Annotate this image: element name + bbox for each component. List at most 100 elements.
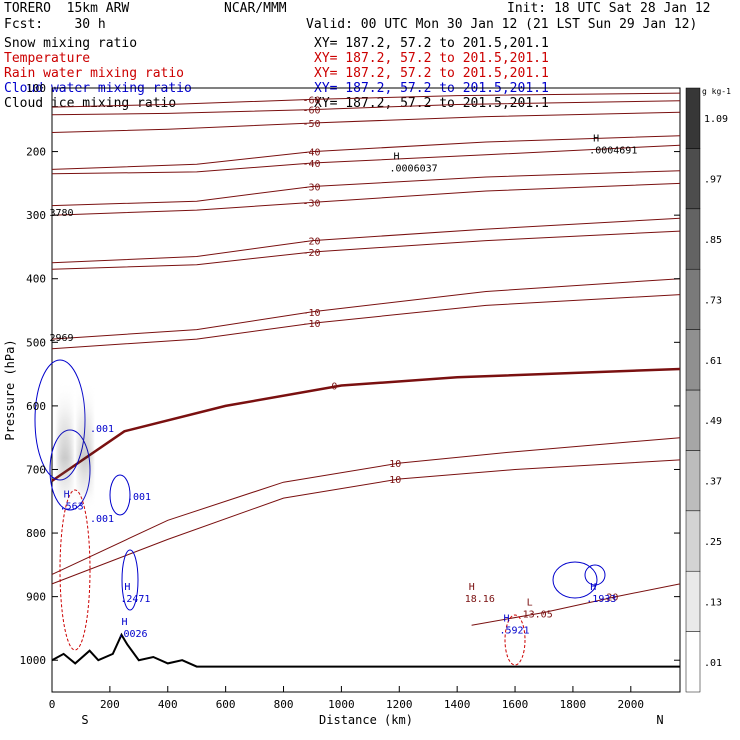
x-tick-label: 1800 [560, 698, 587, 711]
contour-label: 0 [331, 382, 337, 393]
temperature-contour [51, 135, 681, 170]
x-tick-label: 1400 [444, 698, 471, 711]
y-tick-label: 900 [26, 591, 46, 604]
x-tick-label: 1200 [386, 698, 413, 711]
x-tick-label: 1600 [502, 698, 529, 711]
rain-contour [59, 489, 91, 651]
colorbar-tick-label: .61 [704, 356, 722, 367]
colorbar-segment [685, 570, 701, 632]
extremum-marker: H [393, 151, 399, 162]
temperature-contour [51, 92, 681, 108]
contour-label: -60 [302, 106, 320, 117]
colorbar-tick-label: .97 [704, 175, 722, 186]
y-tick-label: 500 [26, 336, 46, 349]
x-tick-label: 400 [158, 698, 178, 711]
contour-label: 20 [606, 593, 618, 604]
y-tick-label: 400 [26, 273, 46, 286]
cloud-water-contour [584, 564, 606, 586]
y-tick-label: 700 [26, 463, 46, 476]
temperature-contour [51, 111, 681, 133]
temperature-contour [471, 583, 681, 626]
x-tick-label: 200 [100, 698, 120, 711]
colorbar-tick-label: .37 [704, 477, 722, 488]
temperature-contour [51, 144, 681, 175]
y-tick-label: 800 [26, 527, 46, 540]
colorbar-unit: g kg-1 [702, 87, 731, 96]
colorbar-segment [685, 389, 701, 451]
field-name-rain: Rain water mixing ratio [4, 66, 185, 81]
colorbar-segment [685, 450, 701, 512]
temperature-contour [51, 278, 681, 340]
cloud-water-contour [121, 549, 139, 611]
temperature-contour [51, 182, 681, 216]
colorbar-tick-label: .25 [704, 537, 722, 548]
colorbar-tick-label: 1.09 [704, 114, 728, 125]
rain-contour [504, 614, 526, 666]
extremum-marker: H [124, 582, 130, 593]
extremum-value: .0006037 [389, 163, 437, 174]
colorbar-tick-label: .49 [704, 416, 722, 427]
extremum-value: .2471 [120, 594, 150, 605]
extremum-value: 18.16 [465, 594, 495, 605]
contour-label: -10 [302, 308, 320, 319]
contour-label: 10 [389, 475, 401, 486]
terrain-line [51, 632, 680, 668]
field-name-snow: Snow mixing ratio [4, 36, 138, 51]
field-name-cloud-ice: Cloud ice mixing ratio [4, 96, 177, 111]
valid-time: Valid: 00 UTC Mon 30 Jan 12 (21 LST Sun … [306, 17, 698, 32]
x-axis-label: Distance (km) [319, 713, 413, 727]
extremum-value: .1933 [586, 594, 616, 605]
south-endpoint-label: S [81, 713, 88, 727]
x-tick-label: 600 [216, 698, 236, 711]
colorbar-segment [685, 87, 701, 149]
y-tick-label: 1000 [20, 654, 47, 667]
field-xy-cloud-ice: XY= 187.2, 57.2 to 201.5,201.1 [314, 96, 549, 111]
contour-label: -30 [302, 183, 320, 194]
colorbar-segment [685, 148, 701, 210]
colorbar-tick-label: .01 [704, 658, 722, 669]
y-tick-label: 200 [26, 146, 46, 159]
snow-shading [55, 380, 95, 510]
temperature-contour [51, 217, 681, 264]
model-title: TORERO 15km ARW [4, 1, 130, 16]
extremum-marker: H [503, 614, 509, 625]
extremum-marker: L [527, 598, 533, 609]
cloud-water-label: .001 [127, 492, 151, 503]
field-xy-snow: XY= 187.2, 57.2 to 201.5,201.1 [314, 36, 549, 51]
contour-label: -40 [302, 148, 320, 159]
temperature-contour [51, 170, 681, 207]
colorbar-tick-label: .13 [704, 597, 722, 608]
field-name-temperature: Temperature [4, 51, 91, 66]
y-tick-label: 100 [26, 82, 46, 95]
temperature-contour [51, 294, 681, 350]
x-tick-label: 1000 [328, 698, 355, 711]
cloud-water-label: .001 [90, 424, 114, 435]
extremum-value: 13.05 [523, 610, 553, 621]
init-time: Init: 18 UTC Sat 28 Jan 12 [507, 1, 711, 16]
extremum-marker: H [593, 134, 599, 145]
contour-label: -50 [302, 119, 320, 130]
colorbar-segment [685, 510, 701, 572]
source-label: NCAR/MMM [224, 1, 287, 16]
north-endpoint-label: N [656, 713, 663, 727]
contour-label: -60 [302, 95, 320, 106]
extremum-value: 2969 [49, 333, 73, 344]
cloud-water-contour [109, 474, 131, 516]
colorbar-segment [685, 631, 701, 693]
y-tick-label: 300 [26, 209, 46, 222]
temperature-contour [51, 100, 681, 116]
contour-label: 10 [389, 459, 401, 470]
field-xy-rain: XY= 187.2, 57.2 to 201.5,201.1 [314, 66, 549, 81]
contour-label: -10 [302, 319, 320, 330]
colorbar-tick-label: .73 [704, 295, 722, 306]
contour-label: -20 [302, 248, 320, 259]
forecast-hour: Fcst: 30 h [4, 17, 106, 32]
extremum-value: .5921 [499, 626, 529, 637]
colorbar-tick-label: .85 [704, 235, 722, 246]
contour-label: -40 [302, 159, 320, 170]
x-tick-label: 800 [274, 698, 294, 711]
temperature-contour [51, 437, 681, 575]
cloud-water-contour [552, 561, 598, 599]
